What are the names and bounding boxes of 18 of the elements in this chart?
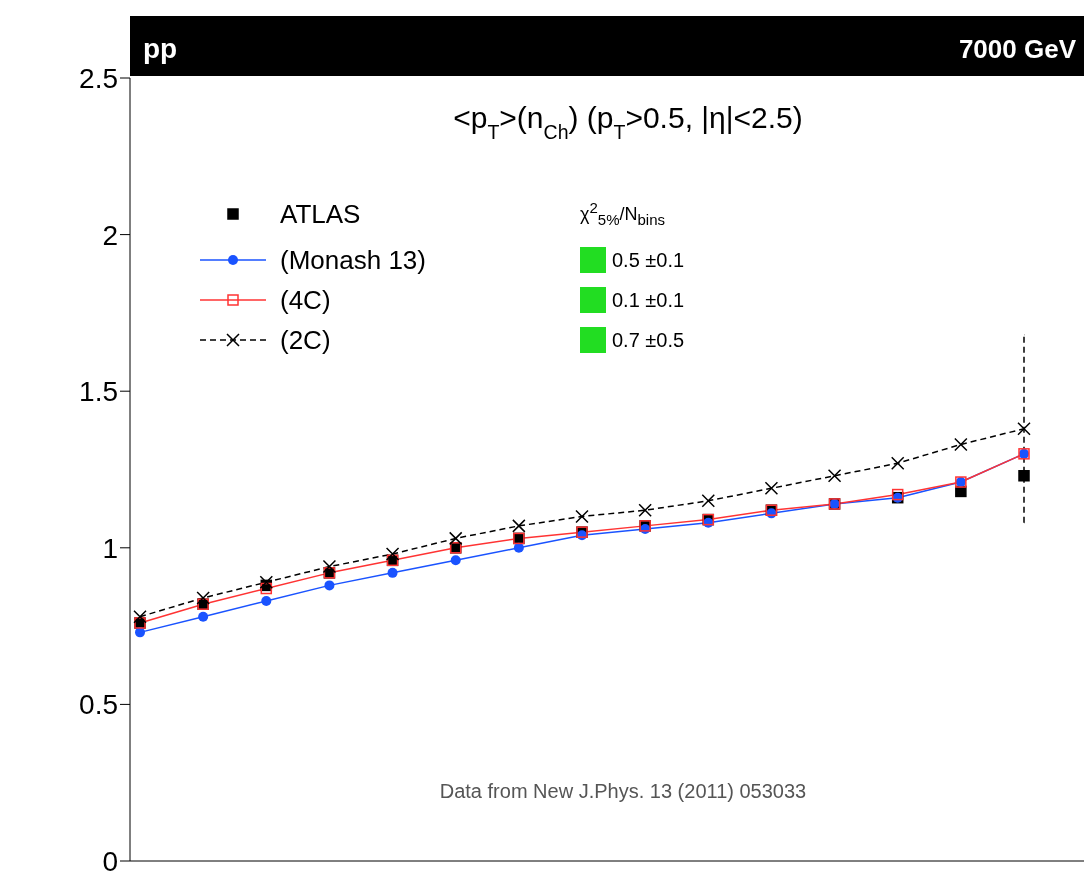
text: 7000 GeV — [958, 34, 1077, 64]
annotation: 0.1 ±0.1 — [611, 287, 685, 313]
legend-label: (Monash 13) — [280, 243, 427, 277]
annotation: 0.7 ±0.5 — [611, 327, 685, 353]
y-tick-label: 2.5 — [79, 62, 118, 94]
legend-label: (4C) — [280, 283, 332, 317]
text: <p$_{T}$>(n$_{Ch}$) (p$_{T}$>0.5, |η|<2.5) — [453, 101, 803, 143]
annotation: Data from New J.Phys. 13 (2011) 053033 — [439, 780, 807, 802]
annotation: χ$^{2}$$_{5%}$/N$_{bins}$ — [580, 198, 666, 230]
y-tick-label: 0 — [102, 845, 118, 877]
legend-label: (2C) — [280, 323, 332, 357]
y-tick-label: 0.5 — [79, 689, 118, 721]
y-tick-label: 2 — [102, 219, 118, 251]
text: pp — [143, 33, 178, 64]
legend-label: ATLAS — [280, 197, 362, 231]
y-tick-label: 1 — [102, 532, 118, 564]
annotation: 0.5 ±0.1 — [611, 247, 685, 273]
y-tick-label: 1.5 — [79, 376, 118, 408]
